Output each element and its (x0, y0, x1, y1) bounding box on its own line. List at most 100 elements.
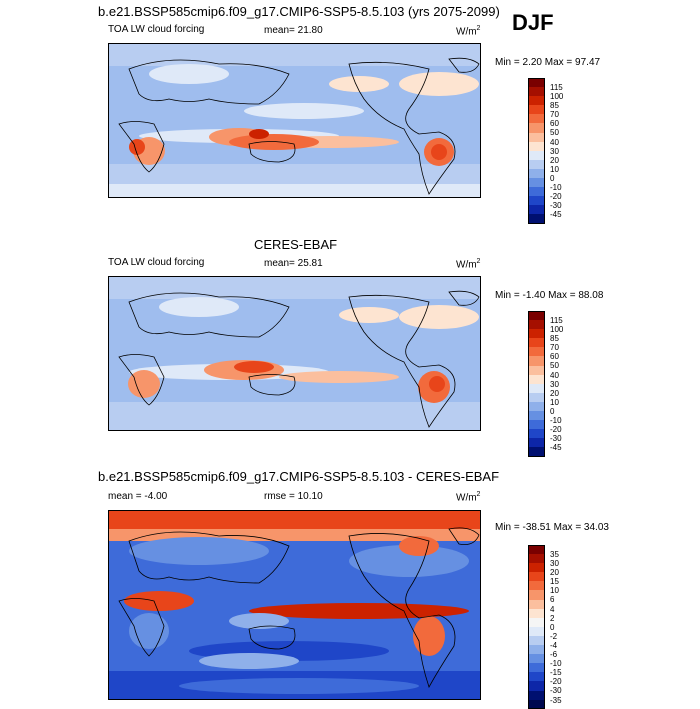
colorbar-tick-label: 60 (550, 352, 559, 362)
colorbar-swatch (528, 645, 545, 655)
colorbar-swatch (528, 114, 545, 124)
colorbar-swatch (528, 545, 545, 555)
colorbar-tick-label: 40 (550, 370, 559, 380)
colorbar-swatch (528, 429, 545, 439)
colorbar-tick-label: -30 (550, 201, 562, 211)
colorbar-swatch (528, 392, 545, 402)
panel-3-minmax: Min = -38.51 Max = 34.03 (495, 522, 609, 533)
colorbar-swatch (528, 205, 545, 215)
panel-1-map (108, 43, 481, 198)
colorbar-tick-label: 6 (550, 595, 555, 605)
colorbar-tick-label: 60 (550, 119, 559, 129)
colorbar-swatch (528, 654, 545, 664)
colorbar-swatch (528, 420, 545, 430)
colorbar-tick-label: -15 (550, 668, 562, 678)
panel-2-units: W/m2 (456, 258, 481, 271)
colorbar-tick-label: 85 (550, 101, 559, 111)
colorbar-swatch (528, 626, 545, 636)
panel-2-colorbar (528, 311, 545, 457)
colorbar-swatch (528, 374, 545, 384)
colorbar-tick-label: 0 (550, 406, 555, 416)
colorbar-swatch (528, 132, 545, 142)
colorbar-tick-label: 2 (550, 613, 555, 623)
colorbar-swatch (528, 338, 545, 348)
colorbar-swatch (528, 672, 545, 682)
colorbar-swatch (528, 311, 545, 321)
panel-1-colorbar-labels: 115 100 85 70 60 50 40 30 20 10 0 -10 -20 -30 -45 (550, 83, 563, 219)
panel-1-minmax: Min = 2.20 Max = 97.47 (495, 57, 601, 68)
colorbar-swatch (528, 401, 545, 412)
panel-3-units: W/m2 (456, 491, 481, 504)
colorbar-swatch (528, 365, 545, 375)
colorbar-swatch (528, 383, 545, 393)
panel-3-rmse-label: rmse = 10.10 (264, 491, 323, 502)
colorbar-swatch (528, 150, 545, 160)
colorbar-tick-label: 30 (550, 379, 559, 389)
colorbar-tick-label: 10 (550, 586, 559, 596)
colorbar-tick-label: -30 (550, 686, 562, 696)
colorbar-swatch (528, 87, 545, 97)
colorbar-tick-label: -10 (550, 183, 562, 193)
colorbar-swatch (528, 599, 545, 609)
colorbar-tick-label: -6 (550, 650, 558, 660)
colorbar-swatch (528, 690, 545, 700)
colorbar-tick-label: -35 (550, 695, 562, 705)
colorbar-tick-label: 85 (550, 334, 559, 344)
colorbar-swatch (528, 105, 545, 115)
colorbar-tick-label: 30 (550, 146, 559, 156)
colorbar-tick-label: 0 (550, 173, 555, 183)
colorbar-swatch (528, 96, 545, 106)
colorbar-tick-label: -10 (550, 659, 562, 669)
colorbar-tick-label: 20 (550, 388, 559, 398)
colorbar-tick-label: 70 (550, 110, 559, 120)
panel-2-field-label: TOA LW cloud forcing (108, 257, 205, 268)
colorbar-swatch (528, 590, 545, 600)
colorbar-swatch (528, 608, 545, 618)
colorbar-tick-label: 70 (550, 343, 559, 353)
colorbar-swatch (528, 663, 545, 673)
panel-2-minmax: Min = -1.40 Max = 88.08 (495, 290, 604, 301)
colorbar-tick-label: -20 (550, 192, 562, 202)
season-label: DJF (512, 10, 554, 35)
colorbar-swatch (528, 681, 545, 691)
panel-1-mean-label: mean= 21.80 (264, 25, 323, 36)
panel-3-colorbar-labels: 35 30 20 15 10 6 4 2 0 -2 -4 -6 -10 -15 -20 -30 -35 (550, 550, 562, 705)
colorbar-tick-label: 4 (550, 604, 555, 614)
colorbar-swatch (528, 168, 545, 179)
colorbar-tick-label: -20 (550, 425, 562, 435)
colorbar-tick-label: -45 (550, 443, 562, 453)
colorbar-tick-label: 115 (550, 316, 563, 325)
colorbar-swatch (528, 447, 545, 457)
panel-1-field-label: TOA LW cloud forcing (108, 24, 205, 35)
colorbar-swatch (528, 572, 545, 582)
colorbar-swatch (528, 699, 545, 709)
colorbar-swatch (528, 178, 545, 188)
colorbar-tick-label: 0 (550, 622, 555, 632)
panel-2-heading: CERES-EBAF (254, 237, 338, 252)
colorbar-swatch (528, 356, 545, 366)
colorbar-tick-label: 30 (550, 559, 559, 569)
colorbar-swatch (528, 554, 545, 564)
colorbar-swatch (528, 438, 545, 448)
colorbar-tick-label: 40 (550, 137, 559, 147)
panel-2-mean-label: mean= 25.81 (264, 258, 323, 269)
colorbar-tick-label: 10 (550, 164, 559, 174)
panel-3-map (108, 510, 481, 700)
colorbar-swatch (528, 617, 545, 627)
colorbar-swatch (528, 329, 545, 339)
colorbar-swatch (528, 214, 545, 224)
colorbar-swatch (528, 635, 545, 646)
colorbar-tick-label: 10 (550, 397, 559, 407)
colorbar-tick-label: 15 (550, 577, 559, 587)
colorbar-swatch (528, 123, 545, 133)
colorbar-tick-label: -30 (550, 434, 562, 444)
figure-title: b.e21.BSSP585cmip6.f09_g17.CMIP6-SSP5-8.… (98, 4, 500, 19)
colorbar-swatch (528, 78, 545, 88)
colorbar-tick-label: 20 (550, 155, 559, 165)
colorbar-tick-label: 50 (550, 128, 559, 138)
panel-3-heading: b.e21.BSSP585cmip6.f09_g17.CMIP6-SSP5-8.… (98, 469, 500, 484)
colorbar-tick-label: -45 (550, 210, 562, 220)
colorbar-swatch (528, 159, 545, 169)
colorbar-tick-label: 20 (550, 568, 559, 578)
colorbar-swatch (528, 411, 545, 421)
